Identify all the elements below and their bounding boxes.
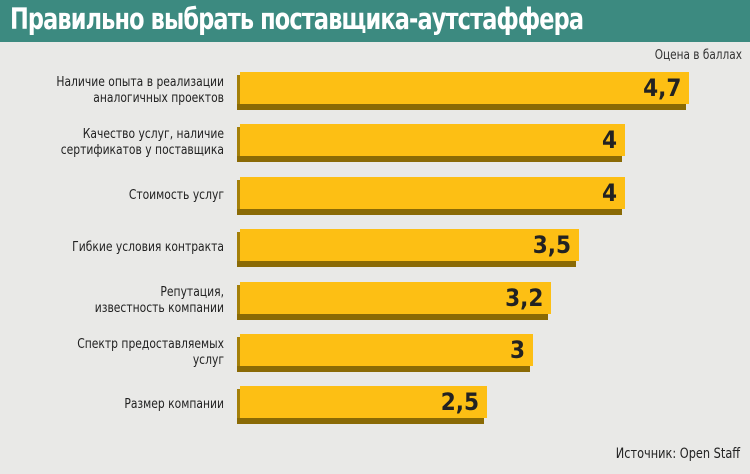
bar: 4 <box>240 124 625 157</box>
category-label-line: Спектр предоставляемых <box>77 337 224 352</box>
bar-shadow-bottom <box>237 156 622 163</box>
chart-title: Правильно выбрать поставщика-аутстаффера <box>10 2 584 36</box>
category-label-line: Качество услуг, наличие <box>82 127 224 143</box>
value-label: 3 <box>509 336 525 364</box>
bar-shadow-left <box>237 232 240 268</box>
bar-shadow-left <box>237 127 240 163</box>
bar: 3,2 <box>240 281 552 314</box>
category-label: Спектр предоставляемых услуг <box>3 337 224 369</box>
value-label: 3,2 <box>505 283 544 312</box>
bar: 3,5 <box>240 229 579 262</box>
category-label: Качество услуг, наличие сертификатов у по… <box>3 127 224 159</box>
bar-shadow-left <box>237 389 240 425</box>
bar: 4 <box>240 176 625 209</box>
bar-shadow-bottom <box>237 418 484 425</box>
bar-shadow-left <box>237 75 240 110</box>
bar-shadow-left <box>237 179 240 215</box>
bar: 4,7 <box>240 72 690 104</box>
category-label: Наличие опыта в реализации аналогичных пр… <box>3 75 224 107</box>
bar-shadow-bottom <box>237 208 622 215</box>
category-label-line: Стоимость услуг <box>128 187 224 203</box>
category-label: Стоимость услуг <box>3 188 224 204</box>
category-label-line: услуг <box>192 353 224 368</box>
bar-shadow-bottom <box>237 313 549 320</box>
category-label: Гибкие условия контракта <box>3 240 224 256</box>
category-label: Размер компании <box>3 397 224 413</box>
category-label-line: известность компании <box>94 300 225 316</box>
source-note: Источник: Open Staff <box>615 446 740 462</box>
value-label: 2,5 <box>440 388 479 417</box>
title-bar: Правильно выбрать поставщика-аутстаффера <box>0 0 750 42</box>
bar-shadow-left <box>237 284 240 320</box>
category-label-line: Размер компании <box>124 397 224 413</box>
bar-shadow-bottom <box>237 261 576 268</box>
bar: 2,5 <box>240 386 487 419</box>
bar-shadow-bottom <box>237 366 530 372</box>
unit-label: Оцена в баллах <box>654 48 742 63</box>
value-label: 4,7 <box>643 74 682 102</box>
category-label: Репутация, известность компании <box>3 285 224 317</box>
value-label: 3,5 <box>532 231 571 260</box>
category-label-line: Наличие опыта в реализации <box>56 75 224 90</box>
category-label-line: Гибкие условия контракта <box>72 240 224 256</box>
value-label: 4 <box>601 178 617 207</box>
bar-shadow-left <box>237 337 240 372</box>
value-label: 4 <box>601 126 617 155</box>
bar-shadow-bottom <box>237 104 687 110</box>
category-label-line: сертификатов у поставщика <box>60 143 225 159</box>
category-label-line: аналогичных проектов <box>93 91 224 106</box>
bar: 3 <box>240 334 533 366</box>
category-label-line: Репутация, <box>160 284 224 300</box>
